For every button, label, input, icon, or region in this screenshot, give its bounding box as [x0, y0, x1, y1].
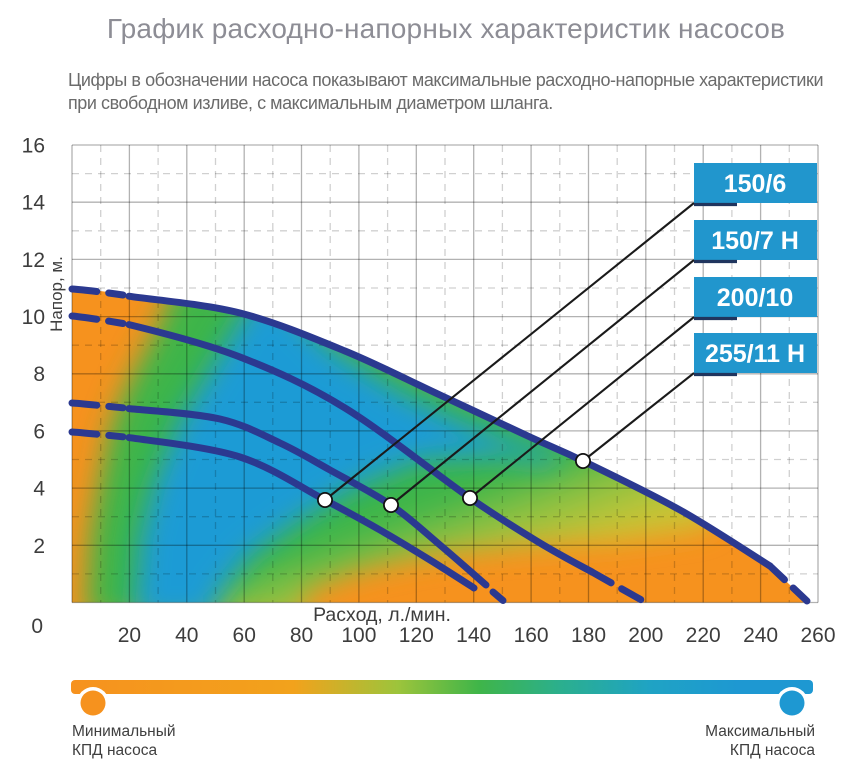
svg-text:Расход, л./мин.: Расход, л./мин. [313, 604, 451, 626]
svg-text:14: 14 [22, 192, 46, 215]
svg-text:200/10: 200/10 [717, 284, 793, 312]
svg-text:10: 10 [22, 306, 45, 329]
svg-text:100: 100 [341, 624, 376, 647]
svg-text:6: 6 [33, 420, 45, 443]
svg-text:160: 160 [514, 624, 549, 647]
svg-text:120: 120 [399, 624, 434, 647]
svg-text:150/6: 150/6 [724, 170, 787, 198]
svg-text:Максимальный: Максимальный [705, 723, 815, 740]
svg-text:Напор, м.: Напор, м. [47, 256, 66, 332]
svg-text:12: 12 [22, 249, 45, 272]
svg-text:60: 60 [233, 624, 256, 647]
svg-text:255/11 Н: 255/11 Н [705, 340, 805, 368]
svg-text:20: 20 [118, 624, 141, 647]
svg-text:0: 0 [31, 615, 43, 638]
svg-text:180: 180 [571, 624, 606, 647]
svg-text:80: 80 [290, 624, 313, 647]
svg-text:40: 40 [175, 624, 198, 647]
svg-text:4: 4 [33, 478, 45, 501]
svg-text:Минимальный: Минимальный [72, 723, 176, 740]
svg-text:240: 240 [743, 624, 778, 647]
svg-text:16: 16 [22, 135, 45, 158]
svg-text:КПД насоса: КПД насоса [730, 742, 815, 759]
svg-text:140: 140 [456, 624, 491, 647]
svg-text:8: 8 [33, 363, 45, 386]
svg-text:150/7 Н: 150/7 Н [711, 227, 799, 255]
svg-text:260: 260 [800, 624, 835, 647]
svg-text:КПД насоса: КПД насоса [72, 742, 157, 759]
svg-text:220: 220 [686, 624, 721, 647]
svg-text:2: 2 [33, 535, 45, 558]
svg-text:200: 200 [628, 624, 663, 647]
